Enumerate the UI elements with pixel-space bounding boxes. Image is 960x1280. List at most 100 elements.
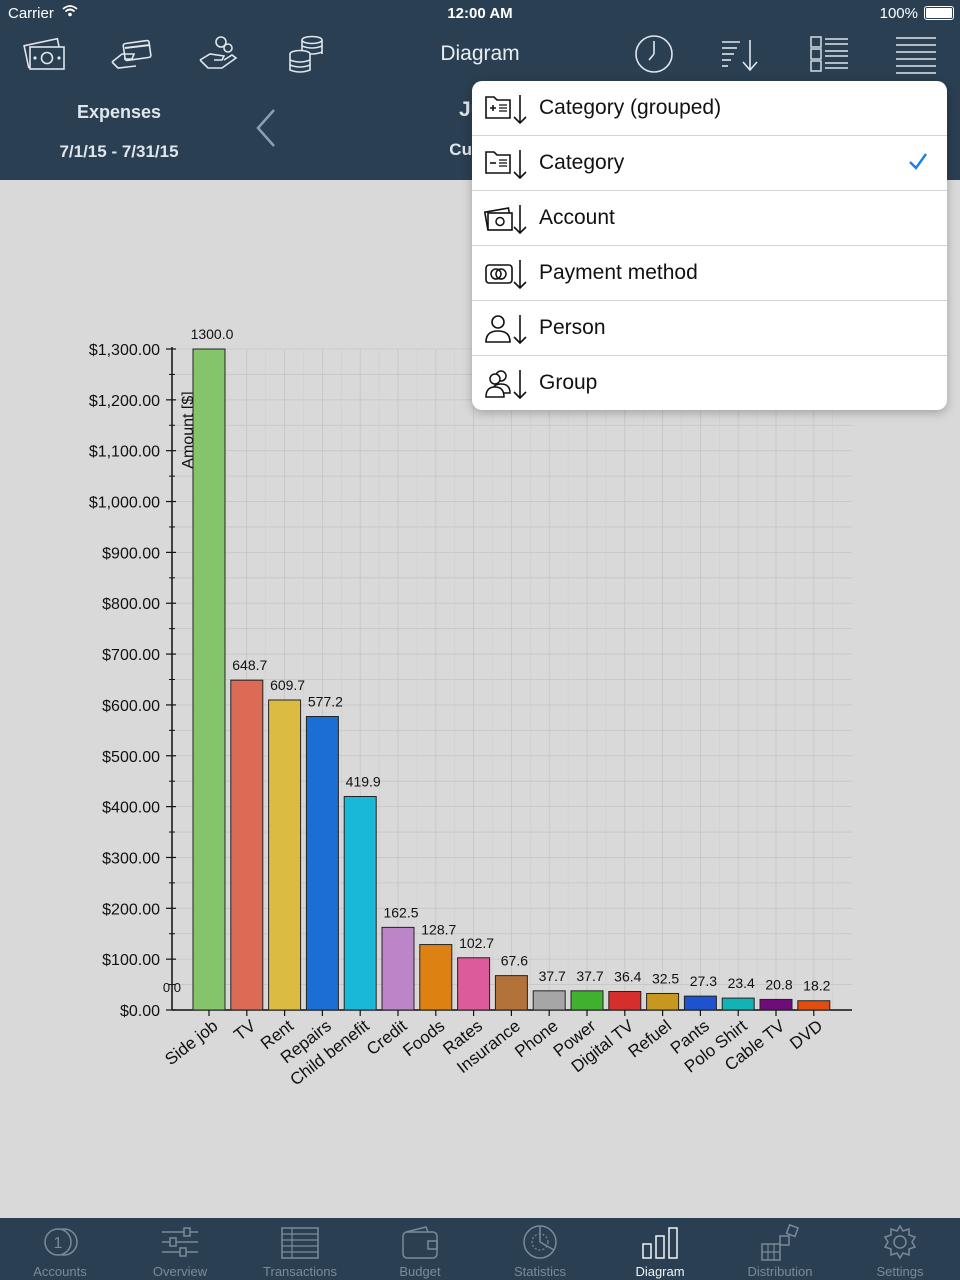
tab-budget[interactable]: Budget xyxy=(360,1218,480,1280)
person-sort-icon xyxy=(485,315,527,345)
y-tick-label: $0.00 xyxy=(120,1003,160,1020)
status-bar: Carrier 12:00 AM 100% xyxy=(0,0,960,26)
origin-label: 0.0 xyxy=(163,980,181,995)
tab-label: Statistics xyxy=(513,1264,566,1279)
income-hand-icon[interactable] xyxy=(196,32,244,76)
wifi-icon xyxy=(62,5,78,17)
bar xyxy=(608,990,642,1011)
bar-value-label: 1300.0 xyxy=(191,326,234,342)
y-tick-label: $800.00 xyxy=(102,596,160,613)
category-sort-icon xyxy=(485,150,527,180)
clock-icon[interactable] xyxy=(630,32,678,76)
bar-value-label: 67.6 xyxy=(501,953,528,969)
sort-option-payment-method[interactable]: Payment method xyxy=(472,246,947,301)
sort-option-label: Person xyxy=(539,316,606,339)
battery-percent: 100% xyxy=(879,5,918,22)
y-tick-label: $100.00 xyxy=(102,952,160,969)
category-label: Foods xyxy=(399,1016,448,1060)
bar xyxy=(268,699,302,1011)
bar xyxy=(797,1000,831,1011)
category-label: DVD xyxy=(786,1016,826,1053)
group-sort-icon xyxy=(485,370,527,400)
y-tick-label: $1,200.00 xyxy=(89,393,160,410)
bar-value-label: 102.7 xyxy=(459,935,494,951)
bar xyxy=(532,990,566,1011)
sort-option-label: Group xyxy=(539,371,598,394)
sort-option-group[interactable]: Group xyxy=(472,356,947,410)
category-label: Credit xyxy=(363,1016,411,1059)
bar-value-label: 18.2 xyxy=(803,978,830,994)
accounts-icon: 1 xyxy=(44,1228,78,1256)
bar xyxy=(646,992,680,1011)
tab-settings[interactable]: Settings xyxy=(840,1218,960,1280)
y-tick-label: $600.00 xyxy=(102,698,160,715)
bar xyxy=(494,975,528,1011)
sort-option-category-grouped[interactable]: Category (grouped) xyxy=(472,81,947,136)
tab-diagram[interactable]: Diagram xyxy=(600,1218,720,1280)
tab-label: Transactions xyxy=(263,1264,337,1279)
account-sort-icon xyxy=(484,205,527,235)
distribution-icon xyxy=(761,1224,800,1261)
category-label: TV xyxy=(230,1016,259,1045)
tab-overview[interactable]: Overview xyxy=(120,1218,240,1280)
y-tick-label: $500.00 xyxy=(102,749,160,766)
menu-icon[interactable] xyxy=(892,32,940,76)
category-label: Side job xyxy=(161,1016,221,1069)
period-type-label[interactable]: Expenses xyxy=(76,102,162,122)
sort-option-person[interactable]: Person xyxy=(472,301,947,356)
svg-text:1: 1 xyxy=(54,1235,63,1252)
y-tick-label: $900.00 xyxy=(102,545,160,562)
category-label: Refuel xyxy=(625,1016,675,1061)
tab-accounts[interactable]: 1 Accounts xyxy=(0,1218,120,1280)
y-tick-label: $1,100.00 xyxy=(89,444,160,461)
tab-label: Distribution xyxy=(747,1264,813,1279)
clock: 12:00 AM xyxy=(447,5,513,22)
sort-icon[interactable] xyxy=(718,32,766,76)
bar-value-label: 128.7 xyxy=(421,922,456,938)
statistics-icon xyxy=(523,1225,557,1259)
bar-value-label: 36.4 xyxy=(614,968,641,984)
tab-label: Overview xyxy=(152,1264,208,1279)
y-tick-label: $300.00 xyxy=(102,850,160,867)
bar xyxy=(457,957,491,1011)
sort-option-category[interactable]: Category xyxy=(472,136,947,191)
bar-value-label: 37.7 xyxy=(539,968,566,984)
settings-icon xyxy=(883,1224,917,1260)
bar-value-label: 32.5 xyxy=(652,970,679,986)
overview-icon xyxy=(162,1227,198,1257)
bar-value-label: 577.2 xyxy=(308,694,343,710)
tab-label: Settings xyxy=(876,1264,924,1279)
coins-stack-icon[interactable] xyxy=(282,32,330,76)
bar-chart: $0.00 $100.00 $200.00 $300.00 $400.00 $500.00… xyxy=(89,326,852,1089)
tab-distribution[interactable]: Distribution xyxy=(720,1218,840,1280)
tab-label: Budget xyxy=(399,1264,441,1279)
bar-value-label: 419.9 xyxy=(346,773,381,789)
bar-value-label: 27.3 xyxy=(690,973,717,989)
bar xyxy=(570,990,604,1011)
tab-label: Diagram xyxy=(635,1264,685,1279)
bar xyxy=(419,944,453,1011)
carrier-label: Carrier xyxy=(8,5,54,22)
card-payment-icon[interactable] xyxy=(108,32,156,76)
category-label: Phone xyxy=(511,1016,561,1061)
y-tick-label: $700.00 xyxy=(102,647,160,664)
tab-label: Accounts xyxy=(33,1264,87,1279)
budget-icon xyxy=(402,1226,438,1259)
previous-period-icon[interactable] xyxy=(250,106,280,150)
y-tick-label: $200.00 xyxy=(102,901,160,918)
sort-option-label: Account xyxy=(539,206,615,229)
detail-list-icon[interactable] xyxy=(806,32,854,76)
tab-statistics[interactable]: Statistics xyxy=(480,1218,600,1280)
y-tick-label: $400.00 xyxy=(102,800,160,817)
bar xyxy=(305,716,339,1011)
sort-option-label: Category xyxy=(539,151,625,174)
bar-value-label: 20.8 xyxy=(765,976,792,992)
y-tick-label: $1,000.00 xyxy=(89,495,160,512)
bar xyxy=(381,926,415,1011)
tab-transactions[interactable]: Transactions xyxy=(240,1218,360,1280)
cash-icon[interactable] xyxy=(20,32,68,76)
bar-value-label: 37.7 xyxy=(576,968,603,984)
sort-option-account[interactable]: Account xyxy=(472,191,947,246)
payment-method-sort-icon xyxy=(485,260,527,290)
checkmark-icon xyxy=(909,153,927,170)
